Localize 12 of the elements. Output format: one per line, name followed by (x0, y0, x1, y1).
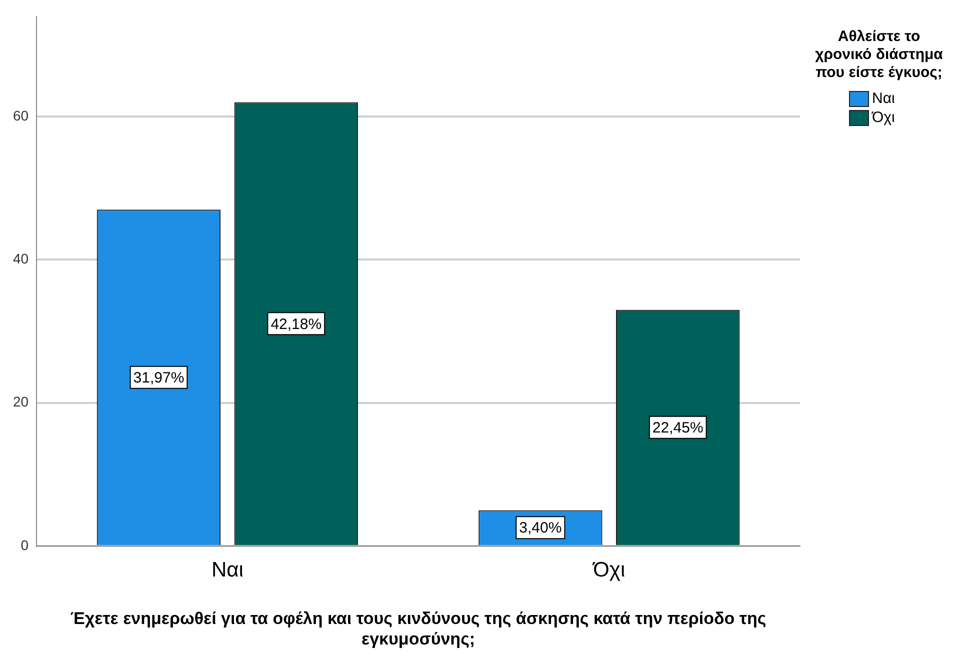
y-tick-label: 20 (12, 394, 29, 410)
y-tick-label: 40 (12, 250, 29, 267)
annotation: 42,18% (270, 316, 322, 333)
legend-label: Ναι (872, 90, 895, 107)
x-axis-title: Έχετε ενημερωθεί για τα οφέλη και τους κινδύνους της άσκησης κατά την περίοδο της εγκυμοσύνης; (70, 609, 766, 648)
annotation: 31,97% (133, 369, 184, 386)
annotation: 3,40% (519, 520, 562, 537)
legend-label: Όχι (872, 109, 895, 126)
y-tick-label: 0 (20, 536, 29, 553)
y-tick-label: 60 (12, 107, 29, 124)
legend-title: Αθλείστε το χρονικό διάστημα που είστε έγκυος; (815, 28, 943, 82)
annotation: 22,45% (652, 420, 704, 437)
